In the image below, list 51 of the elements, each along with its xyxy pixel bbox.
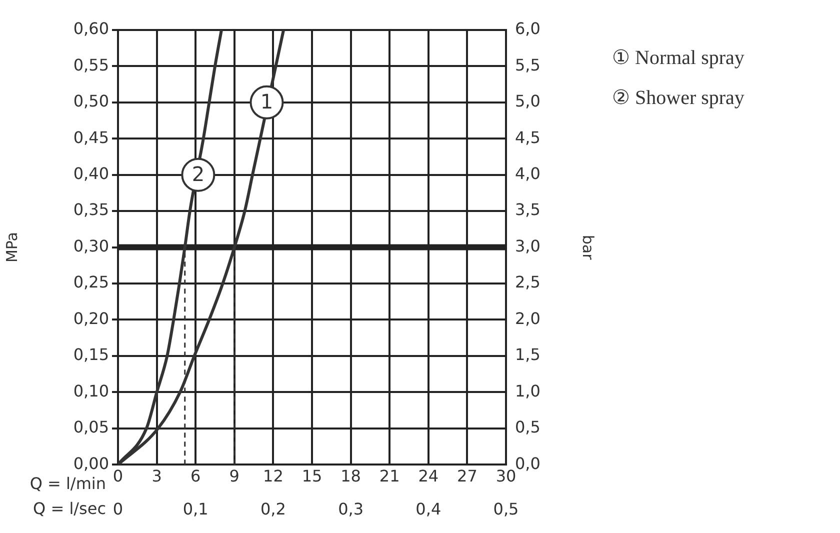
x-axis-title: Q = l/min bbox=[30, 474, 106, 493]
y2-tick-label: 4,5 bbox=[515, 128, 540, 147]
y-axis-title: MPa bbox=[2, 232, 21, 263]
y-tick-label: 0,00 bbox=[73, 454, 109, 473]
x-tick-label: 6 bbox=[190, 466, 201, 486]
x-tick-label: 24 bbox=[418, 466, 439, 486]
y2-tick-label: 0,5 bbox=[515, 418, 540, 437]
x2-tick-label: 0,2 bbox=[260, 500, 286, 519]
y2-tick-label: 1,0 bbox=[515, 381, 540, 400]
x2-axis-title: Q = l/sec bbox=[33, 498, 106, 518]
annotation: 1 bbox=[260, 90, 274, 114]
x2-tick-label: 0,3 bbox=[338, 500, 364, 519]
x-tick-label: 9 bbox=[229, 466, 240, 486]
y-tick-label: 0,30 bbox=[73, 236, 109, 256]
y-tick-label: 0,25 bbox=[73, 272, 109, 292]
y2-tick-label: 0,0 bbox=[515, 454, 540, 473]
y-tick-label: 0,50 bbox=[73, 92, 109, 111]
y-tick-label: 0,15 bbox=[73, 345, 109, 364]
y2-tick-label: 2,0 bbox=[515, 308, 540, 328]
y2-tick-label: 6,0 bbox=[515, 19, 540, 38]
x-tick-label: 27 bbox=[457, 466, 478, 486]
x-tick-label: 18 bbox=[340, 466, 361, 486]
x2-tick-label: 0,4 bbox=[416, 500, 442, 519]
text: ② Shower spray bbox=[612, 86, 744, 111]
x-tick-label: 30 bbox=[496, 466, 516, 486]
y-tick-label: 0,60 bbox=[73, 19, 109, 38]
y2-tick-label: 1,5 bbox=[515, 345, 540, 364]
x-tick-label: 15 bbox=[302, 466, 322, 486]
x2-tick-label: 0,1 bbox=[182, 500, 208, 519]
y-tick-label: 0,20 bbox=[73, 308, 109, 328]
y2-axis-title: bar bbox=[579, 234, 598, 261]
y2-tick-label: 3,0 bbox=[515, 236, 540, 256]
annotation: 2 bbox=[192, 162, 205, 186]
y2-tick-label: 2,5 bbox=[515, 272, 540, 292]
x-tick-label: 3 bbox=[152, 466, 162, 486]
y2-tick-label: 5,0 bbox=[515, 92, 540, 111]
y2-tick-label: 5,5 bbox=[515, 55, 540, 74]
x-tick-label: 21 bbox=[379, 466, 400, 486]
y-tick-label: 0,45 bbox=[73, 128, 109, 147]
x2-tick-label: 0,5 bbox=[493, 500, 519, 519]
x-tick-label: 12 bbox=[263, 466, 284, 486]
y2-tick-label: 4,0 bbox=[515, 164, 540, 184]
y-tick-label: 0,05 bbox=[73, 418, 109, 437]
y-tick-label: 0,10 bbox=[73, 381, 109, 400]
x2-tick-label: 0 bbox=[112, 500, 124, 519]
text: ① Normal spray bbox=[612, 46, 744, 71]
y-tick-label: 0,40 bbox=[73, 164, 109, 184]
y-tick-label: 0,35 bbox=[73, 200, 109, 220]
y-tick-label: 0,55 bbox=[73, 55, 109, 74]
x-tick-label: 0 bbox=[112, 466, 124, 486]
y2-tick-label: 3,5 bbox=[515, 200, 540, 220]
